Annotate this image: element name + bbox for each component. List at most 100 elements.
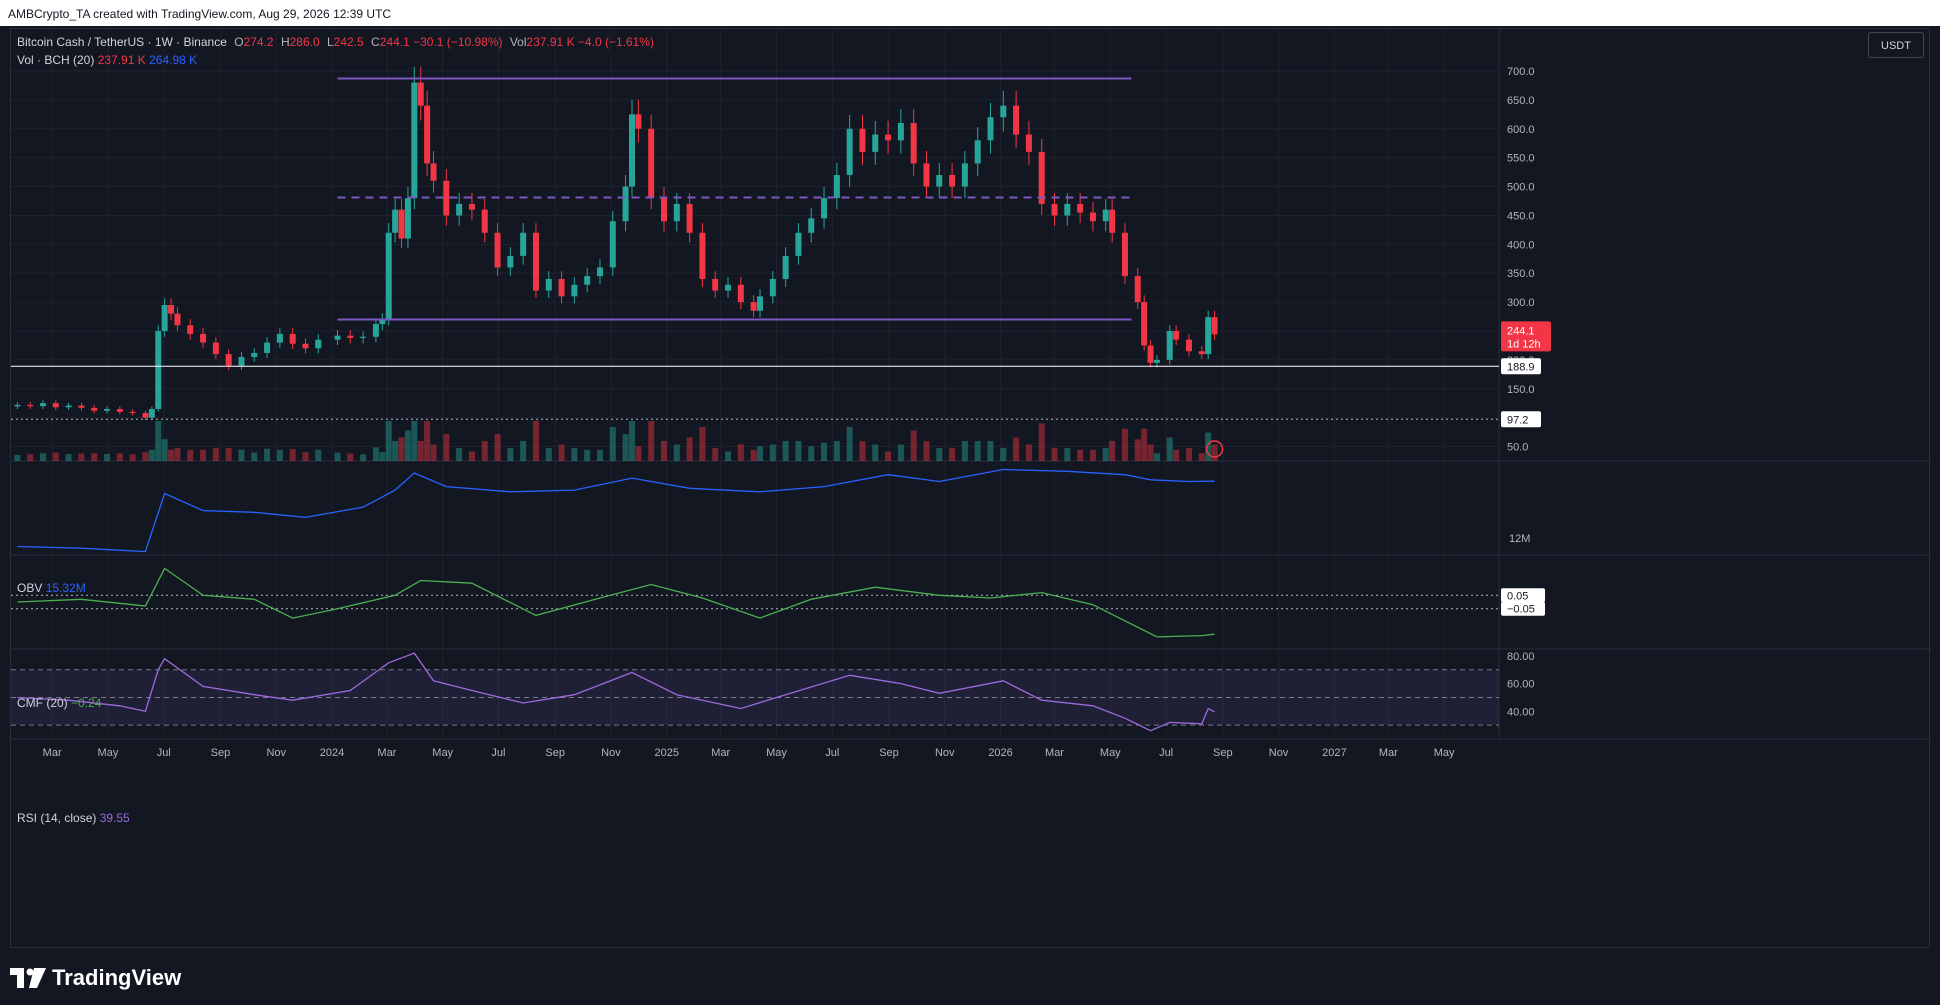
volume-bar — [168, 449, 175, 461]
volume-bar — [1000, 448, 1007, 461]
cmf-label[interactable]: CMF (20) — [17, 696, 68, 710]
candle-body — [821, 198, 828, 219]
candle-body — [1211, 317, 1218, 335]
volume-bar — [584, 449, 591, 461]
volume-bar — [987, 441, 994, 461]
candle-body — [699, 232, 706, 279]
candle-body — [910, 123, 917, 164]
volume-bar — [795, 441, 802, 461]
price-tick-label: 300.0 — [1507, 297, 1535, 309]
volume-bar — [821, 442, 828, 461]
volume-bar — [91, 453, 98, 461]
volume-bar — [468, 451, 475, 461]
candle-body — [1205, 317, 1212, 355]
volume-bar — [737, 444, 744, 461]
candle-body — [584, 276, 591, 285]
price-tick-label: 50.0 — [1507, 442, 1528, 454]
volume-bar — [424, 421, 431, 461]
volume-bar — [782, 441, 789, 461]
chart-canvas[interactable]: Mar May Jul Sep Nov 2024 Mar May Jul Sep Nov 2025 Ma… — [11, 29, 1931, 949]
volume-legend-label[interactable]: Vol · BCH (20) — [17, 53, 95, 67]
candle-body — [155, 331, 162, 409]
volume-bar — [1064, 448, 1071, 461]
volume-bar — [910, 430, 917, 461]
candle-body — [833, 175, 840, 199]
volume-bar — [661, 441, 668, 461]
price-tick-label: 150.0 — [1507, 384, 1535, 396]
candle-body — [379, 319, 386, 325]
caption-text: AMBCrypto_TA created with TradingView.co… — [8, 7, 392, 21]
currency-button[interactable]: USDT — [1868, 32, 1924, 58]
candle-body — [1077, 203, 1084, 213]
candle-body — [628, 114, 635, 187]
tradingview-wordmark: TradingView — [52, 964, 182, 990]
volume-bar — [1025, 444, 1032, 461]
time-tick-label: Mar — [1045, 747, 1064, 759]
volume-bar — [27, 454, 34, 461]
candle-body — [1109, 209, 1116, 233]
volume-bar — [174, 448, 181, 461]
symbol-title[interactable]: Bitcoin Cash / TetherUS · 1W · Binance — [17, 35, 227, 49]
candle-body — [494, 232, 501, 268]
volume-bar — [609, 427, 616, 461]
rsi-tick-label: 40.00 — [1507, 706, 1535, 718]
candle-body — [859, 128, 866, 152]
time-tick-label: Mar — [711, 747, 730, 759]
open-label: O — [234, 35, 244, 49]
price-tick-label: 450.0 — [1507, 210, 1535, 222]
volume-bar — [443, 434, 450, 461]
volume-bar — [40, 453, 47, 461]
volume-bar — [1077, 449, 1084, 461]
tradingview-mark-icon — [10, 967, 46, 988]
close-value: 244.1 — [379, 35, 410, 49]
candle-body — [347, 335, 354, 338]
chart-caption: AMBCrypto_TA created with TradingView.co… — [0, 0, 1940, 26]
high-label: H — [280, 35, 290, 49]
candle-body — [424, 105, 431, 164]
chart-frame[interactable]: Mar May Jul Sep Nov 2024 Mar May Jul Sep Nov 2025 Ma… — [10, 28, 1931, 949]
time-tick-label: Sep — [211, 747, 231, 759]
cmf-level-label: −0.05 — [1507, 604, 1535, 616]
volume-bar — [104, 453, 111, 461]
candle-body — [520, 232, 527, 256]
volume-bar — [507, 448, 514, 461]
volume-bar — [1166, 437, 1173, 461]
volume-bar — [187, 449, 194, 461]
candle-body — [558, 279, 565, 297]
volume-legend: Vol · BCH (20) 237.91 K 264.98 K — [17, 53, 197, 67]
volume-bar — [14, 455, 21, 461]
volume-bar — [129, 454, 136, 461]
candle-body — [545, 279, 552, 291]
candle-body — [1102, 209, 1109, 222]
rsi-label[interactable]: RSI (14, close) — [17, 811, 97, 825]
volume-bar — [161, 439, 168, 461]
low-value: 242.5 — [333, 35, 364, 49]
candle-body — [673, 203, 680, 222]
vol-change: −4.0 (−1.61%) — [577, 35, 654, 49]
volume-bar — [372, 447, 379, 461]
candle-body — [769, 279, 776, 297]
candle-body — [1185, 339, 1192, 352]
time-tick-label: May — [432, 747, 453, 759]
candle-body — [289, 333, 296, 344]
candle-body — [1166, 331, 1173, 360]
candle-body — [116, 409, 123, 412]
candle-body — [712, 279, 719, 291]
volume-bar — [392, 441, 399, 461]
volume-bar — [200, 449, 207, 461]
high-value: 286.0 — [289, 35, 320, 49]
candle-body — [846, 128, 853, 175]
price-tick-label: 400.0 — [1507, 239, 1535, 251]
obv-label[interactable]: OBV — [17, 581, 43, 595]
time-tick-label: Jul — [157, 747, 171, 759]
tradingview-logo[interactable]: TradingView — [10, 965, 181, 991]
volume-bar — [974, 441, 981, 461]
volume-bar — [712, 448, 719, 461]
candle-body — [78, 405, 85, 408]
close-label: C — [371, 35, 380, 49]
volume-bar — [1089, 449, 1096, 461]
volume-value: 237.91 K — [97, 53, 146, 67]
volume-bar — [494, 434, 501, 461]
volume-bar — [302, 452, 309, 461]
volume-bar — [251, 452, 258, 461]
